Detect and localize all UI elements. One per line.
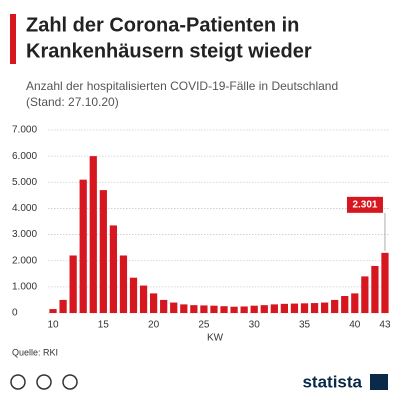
bar — [129, 277, 138, 313]
bar — [79, 179, 87, 313]
source: Quelle: RKI — [12, 347, 58, 357]
bar — [230, 306, 238, 313]
x-tick-label: 30 — [249, 320, 261, 331]
chart-title: Zahl der Corona-Patienten in — [26, 14, 299, 36]
bar — [160, 299, 168, 313]
bar — [250, 305, 258, 313]
bar — [331, 299, 339, 313]
bar — [371, 265, 379, 313]
x-tick-label: 15 — [98, 320, 110, 331]
bar — [381, 252, 389, 313]
bar — [149, 293, 158, 313]
x-tick-label: 25 — [198, 320, 210, 331]
data-label: 2.301 — [352, 199, 377, 210]
bar — [49, 309, 57, 313]
bar — [240, 306, 248, 313]
x-tick-label: 10 — [47, 320, 59, 331]
y-tick-label: 6.000 — [12, 151, 37, 162]
icon — [62, 374, 78, 390]
x-tick-label: 40 — [349, 320, 361, 331]
bar — [119, 255, 128, 313]
chart-title: Krankenhäusern steigt wieder — [26, 40, 312, 62]
bar — [310, 303, 319, 313]
bar — [220, 306, 228, 313]
brand-logo: statista — [302, 372, 362, 391]
x-tick-label: 35 — [299, 320, 311, 331]
bar — [290, 303, 299, 313]
bar — [170, 302, 178, 313]
subtitle: (Stand: 27.10.20) — [26, 95, 119, 109]
x-axis-label: KW — [207, 333, 224, 344]
bar — [180, 304, 188, 313]
x-tick-label: 43 — [379, 320, 391, 331]
y-tick-label: 1.000 — [12, 281, 37, 292]
bar — [270, 304, 278, 313]
bar — [260, 305, 268, 313]
bar — [300, 303, 309, 313]
license-icons — [10, 374, 78, 390]
x-tick-label: 20 — [148, 320, 160, 331]
bar — [210, 305, 218, 313]
subtitle: Anzahl der hospitalisierten COVID-19-Fäl… — [26, 79, 338, 93]
y-tick-label: 2.000 — [12, 255, 37, 266]
y-tick-label: 7.000 — [12, 125, 37, 136]
bar — [351, 293, 359, 313]
accent-bar — [10, 14, 16, 64]
bar — [89, 156, 97, 313]
bar — [190, 305, 198, 313]
bar — [280, 303, 289, 313]
bar — [320, 302, 329, 313]
icon — [10, 374, 26, 390]
bar — [59, 299, 67, 313]
bar — [99, 190, 107, 313]
bar — [139, 285, 148, 313]
bar — [69, 255, 77, 313]
icon — [36, 374, 52, 390]
y-tick-label: 3.000 — [12, 229, 37, 240]
y-tick-label: 4.000 — [12, 203, 37, 214]
data-label-box — [346, 196, 383, 213]
y-tick-label: 0 — [12, 308, 18, 319]
y-tick-label: 5.000 — [12, 177, 37, 188]
bar — [109, 225, 118, 313]
brand-icon — [370, 374, 388, 390]
bar — [341, 296, 349, 313]
bar — [361, 276, 369, 313]
bar — [200, 305, 208, 313]
